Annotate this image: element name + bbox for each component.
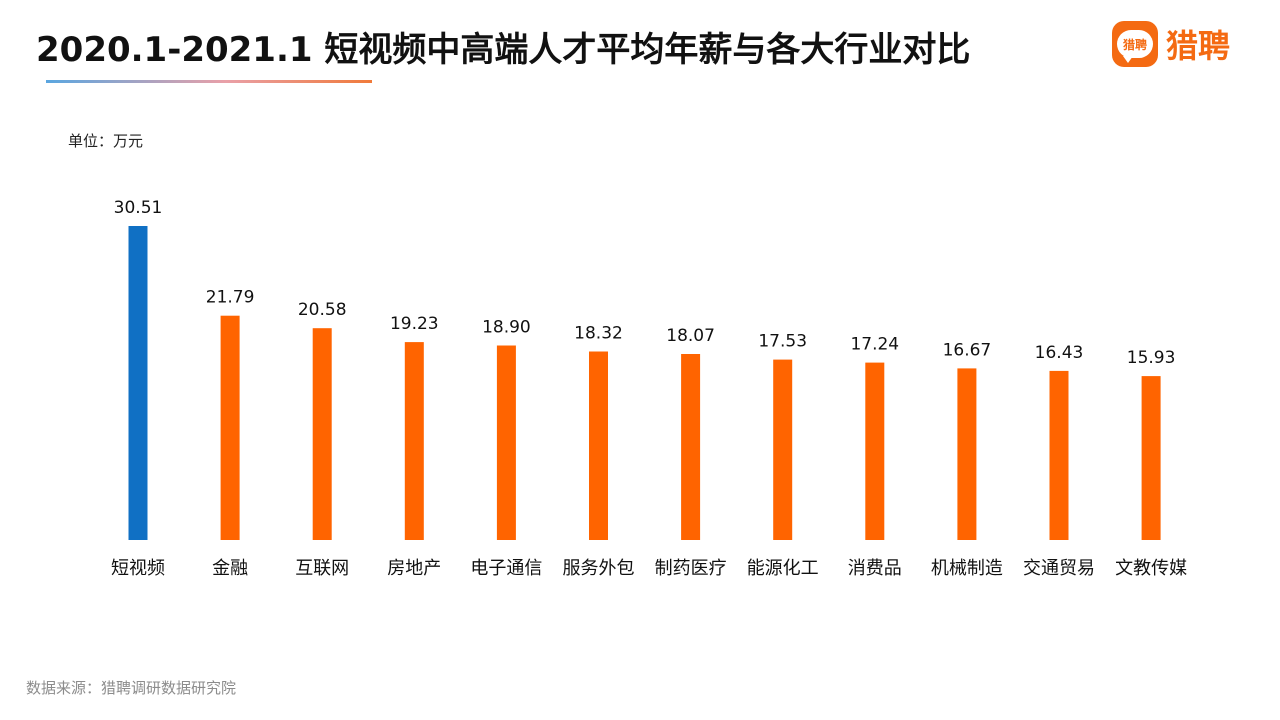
data-label-8: 17.24 [850,335,899,355]
data-label-5: 18.32 [574,324,623,344]
bar-3 [404,342,424,540]
bar-8 [865,362,885,540]
category-label-3: 房地产 [387,558,441,579]
bar-1 [220,315,240,540]
bar-7 [773,359,793,540]
data-label-6: 18.07 [666,326,715,346]
category-label-10: 交通贸易 [1023,558,1095,579]
data-label-2: 20.58 [298,300,347,320]
data-label-4: 18.90 [482,318,531,338]
logo-text: 猎聘 [1166,27,1231,65]
bar-0 [128,226,148,540]
category-label-8: 消费品 [848,558,902,579]
bar-11 [1141,376,1161,540]
data-label-10: 16.43 [1035,343,1084,363]
bar-10 [1049,370,1069,540]
category-label-0: 短视频 [111,558,165,579]
page-title: 2020.1-2021.1 短视频中高端人才平均年薪与各大行业对比 [36,30,971,70]
category-label-1: 金融 [212,558,248,579]
data-label-3: 19.23 [390,314,439,334]
bar-2 [312,328,332,540]
bar-4 [496,345,516,540]
title-underline [46,80,372,83]
logo-mark-text: 猎聘 [1117,30,1153,63]
category-label-11: 文教传媒 [1115,558,1187,579]
category-label-2: 互联网 [295,558,349,579]
data-label-11: 15.93 [1127,348,1176,368]
data-label-7: 17.53 [758,332,807,352]
unit-label: 单位：万元 [68,132,144,150]
data-label-9: 16.67 [943,340,992,360]
data-label-0: 30.51 [114,198,163,218]
bar-5 [589,351,608,540]
category-label-9: 机械制造 [931,558,1003,579]
brand-logo: 猎聘 猎聘 [1112,20,1230,68]
bar-6 [681,354,701,540]
category-label-7: 能源化工 [747,558,819,579]
category-label-5: 服务外包 [563,558,635,579]
logo-icon: 猎聘 [1112,21,1158,67]
bar-9 [957,368,977,540]
category-label-4: 电子通信 [470,558,542,579]
source-note: 数据来源：猎聘调研数据研究院 [26,679,237,697]
category-label-6: 制药医疗 [655,558,727,579]
data-label-1: 21.79 [206,288,255,308]
